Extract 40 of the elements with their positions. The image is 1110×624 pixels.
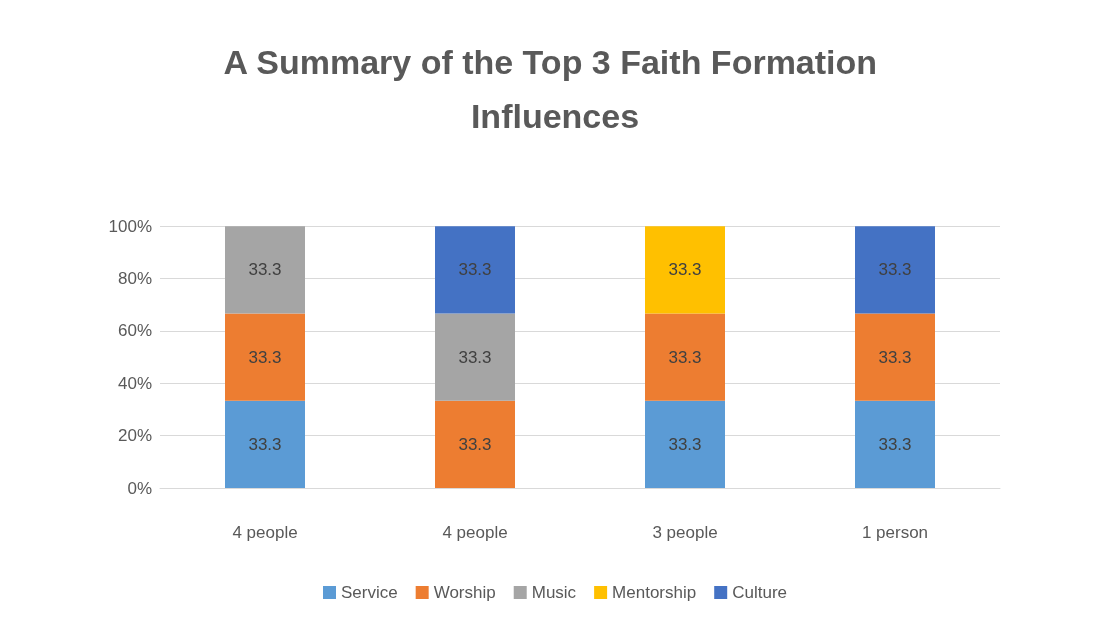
bar [645,226,725,314]
data-label: 33.3 [458,347,492,367]
legend-label: Music [531,583,577,602]
bar [855,400,935,488]
chart-title: A Summary of the Top 3 Faith Formation Influences [223,43,887,135]
legend-label: Service [340,583,398,602]
bar [645,400,725,488]
legend-label: Mentorship [612,583,697,602]
x-tick-label: 4 people [232,523,298,542]
data-label: 33.3 [668,434,702,454]
data-label: 33.3 [668,347,702,367]
bar [225,313,305,401]
bar [435,226,515,314]
legend-label: Culture [732,583,788,602]
data-label: 33.3 [668,260,702,280]
y-tick-label: 20% [117,426,152,446]
legend-label: Worship [433,583,496,602]
data-label: 33.3 [878,434,912,454]
bar [855,313,935,401]
data-label: 33.3 [458,260,492,280]
bar [225,400,305,488]
y-tick-label: 0% [127,478,152,498]
y-tick-label: 60% [117,321,152,341]
bar [225,226,305,314]
x-tick-label: 4 people [442,523,508,542]
bar [645,313,725,401]
data-label: 33.3 [248,260,282,280]
data-label: 33.3 [878,347,912,367]
data-label: 33.3 [878,260,912,280]
bar [435,400,515,488]
bar [435,313,515,401]
data-label: 33.3 [248,434,282,454]
data-label: 33.3 [248,347,282,367]
y-tick-label: 40% [117,373,152,393]
bar [855,226,935,314]
y-tick-label: 80% [117,268,152,288]
data-label: 33.3 [458,434,492,454]
x-tick-label: 3 people [652,523,718,542]
y-tick-label: 100% [108,216,152,236]
x-tick-label: 1 person [861,523,929,542]
